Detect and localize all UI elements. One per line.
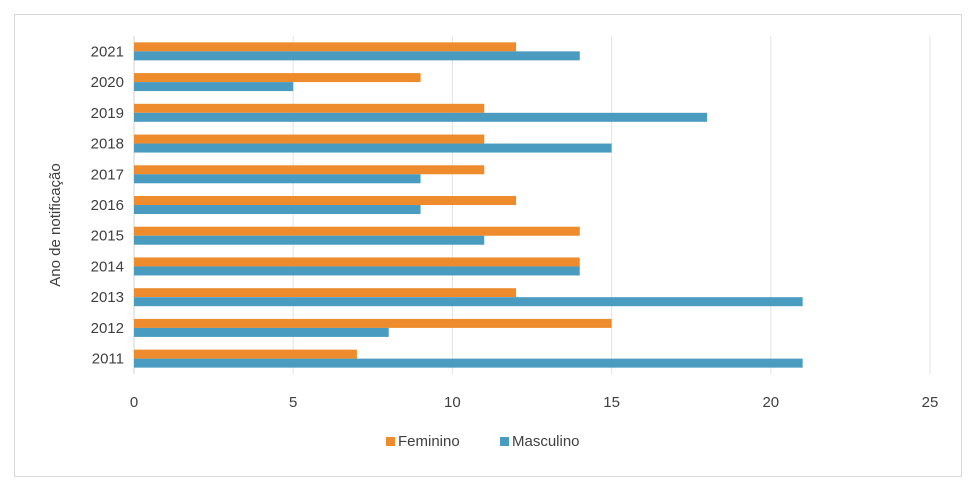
legend-item-masculino: Masculino bbox=[500, 433, 580, 450]
legend-swatch bbox=[500, 437, 509, 446]
y-tick-label: 2013 bbox=[91, 289, 124, 306]
bar-masculino-2013 bbox=[134, 297, 803, 307]
y-tick-label: 2017 bbox=[91, 166, 124, 183]
bar-masculino-2015 bbox=[134, 235, 485, 245]
bar-masculino-2016 bbox=[134, 205, 421, 214]
grid-lines bbox=[133, 36, 931, 374]
bar-masculino-2020 bbox=[134, 82, 294, 92]
bar-feminino-2014 bbox=[134, 257, 580, 267]
y-tick-label: 2019 bbox=[91, 105, 124, 122]
bar-feminino-2021 bbox=[134, 42, 517, 52]
y-tick-label: 2012 bbox=[91, 320, 124, 337]
bar-feminino-2016 bbox=[134, 196, 517, 205]
y-tick-label: 2018 bbox=[91, 136, 124, 153]
bar-feminino-2013 bbox=[134, 288, 517, 298]
bar-feminino-2017 bbox=[134, 165, 485, 175]
chart-frame bbox=[14, 14, 962, 477]
bar-feminino-2020 bbox=[134, 73, 421, 83]
legend-item-feminino: Feminino bbox=[386, 433, 460, 450]
bar-masculino-2011 bbox=[134, 358, 803, 368]
y-axis-title: Ano de notificação bbox=[47, 163, 64, 286]
y-axis-ticks: 2011 2012 2013 2014 2015 2016 2017 2018 2019 2020… bbox=[91, 43, 124, 367]
bar-feminino-2011 bbox=[134, 349, 357, 359]
bar-feminino-2019 bbox=[134, 103, 485, 113]
bar-masculino-2014 bbox=[134, 266, 580, 276]
bar-masculino-2012 bbox=[134, 327, 389, 337]
bar-masculino-2017 bbox=[134, 174, 421, 184]
legend: Feminino Masculino bbox=[386, 433, 580, 450]
bar-feminino-2015 bbox=[134, 226, 580, 236]
bar-masculino-2019 bbox=[134, 112, 708, 122]
x-tick-label: 0 bbox=[130, 394, 138, 411]
legend-label: Feminino bbox=[398, 433, 460, 450]
bars bbox=[134, 42, 803, 368]
y-tick-label: 2016 bbox=[91, 197, 124, 214]
x-tick-label: 10 bbox=[444, 394, 461, 411]
bar-masculino-2018 bbox=[134, 143, 612, 153]
y-tick-label: 2020 bbox=[91, 74, 124, 91]
x-tick-label: 25 bbox=[922, 394, 939, 411]
legend-label: Masculino bbox=[512, 433, 580, 450]
x-tick-label: 20 bbox=[762, 394, 779, 411]
x-axis-ticks: 0 5 10 15 20 25 bbox=[130, 394, 939, 411]
y-tick-label: 2011 bbox=[92, 351, 124, 368]
x-tick-label: 5 bbox=[289, 394, 297, 411]
bar-feminino-2012 bbox=[134, 318, 612, 328]
y-tick-label: 2015 bbox=[91, 228, 124, 245]
bar-feminino-2018 bbox=[134, 134, 485, 144]
y-tick-label: 2014 bbox=[91, 258, 124, 275]
legend-swatch bbox=[386, 437, 395, 446]
y-tick-label: 2021 bbox=[91, 43, 124, 60]
x-tick-label: 15 bbox=[603, 394, 620, 411]
bar-masculino-2021 bbox=[134, 51, 580, 61]
